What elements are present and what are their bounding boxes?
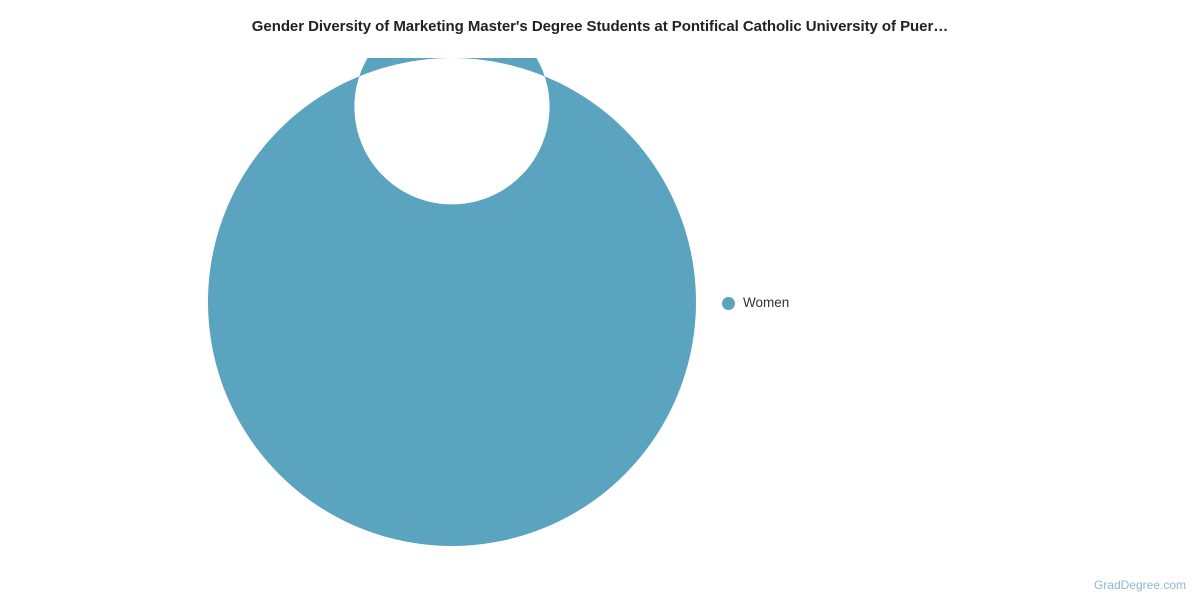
watermark-graddegree[interactable]: GradDegree.com bbox=[1093, 578, 1186, 592]
chart-legend: Women bbox=[722, 294, 789, 312]
legend-item-women[interactable]: Women bbox=[722, 294, 789, 312]
chart-title: Gender Diversity of Marketing Master's D… bbox=[251, 18, 949, 35]
donut-chart bbox=[208, 58, 696, 546]
legend-item-label: Women bbox=[743, 295, 790, 310]
donut-slice-group bbox=[208, 58, 696, 546]
donut-chart-svg bbox=[208, 58, 696, 546]
legend-swatch-circle-icon bbox=[722, 296, 735, 310]
donut-slice-women[interactable] bbox=[208, 58, 696, 546]
